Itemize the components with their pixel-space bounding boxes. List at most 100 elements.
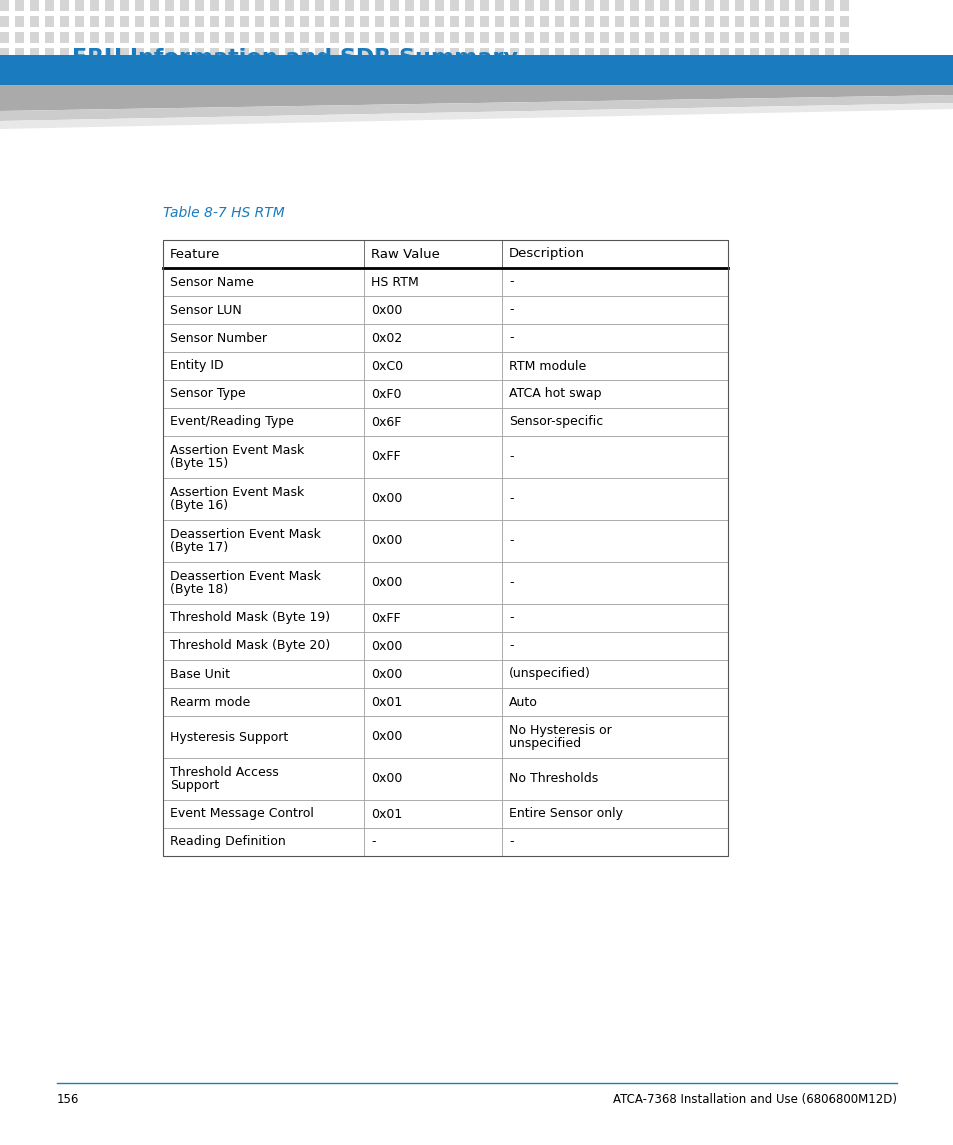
Text: Event/Reading Type: Event/Reading Type [170, 416, 294, 428]
Text: -: - [509, 576, 513, 590]
Bar [435, 0, 443, 11]
Bar [165, 64, 173, 76]
Bar [824, 64, 833, 76]
Bar [330, 64, 338, 76]
Bar [314, 0, 324, 11]
Bar [363, 562, 501, 605]
Bar [824, 48, 833, 60]
Text: 0x00: 0x00 [371, 640, 402, 653]
Text: Threshold Access: Threshold Access [170, 766, 278, 779]
Bar [60, 32, 69, 44]
Bar [120, 48, 129, 60]
Bar [501, 632, 727, 660]
Text: unspecified: unspecified [509, 737, 580, 750]
Bar [105, 16, 113, 27]
Bar [163, 758, 363, 800]
Bar [615, 0, 623, 11]
Bar [45, 64, 54, 76]
Bar [363, 408, 501, 436]
Bar [495, 32, 503, 44]
Bar [314, 64, 324, 76]
Bar [524, 0, 534, 11]
Bar [510, 16, 518, 27]
Bar [390, 16, 398, 27]
Bar [30, 16, 39, 27]
Bar [675, 32, 683, 44]
Bar [254, 16, 264, 27]
Bar [569, 48, 578, 60]
Bar [840, 32, 848, 44]
Bar [809, 48, 818, 60]
Bar [584, 32, 594, 44]
Bar [60, 0, 69, 11]
Bar [405, 48, 414, 60]
Bar [501, 716, 727, 758]
Bar [90, 32, 99, 44]
Bar [479, 32, 489, 44]
Bar [809, 16, 818, 27]
Bar [689, 64, 699, 76]
Text: Raw Value: Raw Value [371, 247, 439, 261]
Text: Auto: Auto [509, 695, 537, 709]
Bar [363, 605, 501, 632]
Text: No Hysteresis or: No Hysteresis or [509, 724, 611, 737]
Bar [363, 268, 501, 297]
Bar [330, 0, 338, 11]
Bar [464, 16, 474, 27]
Bar [405, 0, 414, 11]
Bar [163, 660, 363, 688]
Bar [501, 240, 727, 268]
Bar [90, 0, 99, 11]
Text: RTM module: RTM module [509, 360, 586, 372]
Bar [809, 32, 818, 44]
Bar [419, 48, 429, 60]
Bar [194, 64, 204, 76]
Bar [390, 32, 398, 44]
Bar [764, 16, 773, 27]
Bar [90, 64, 99, 76]
Bar [659, 16, 668, 27]
Bar [163, 716, 363, 758]
Bar [345, 64, 354, 76]
Bar [165, 48, 173, 60]
Bar [359, 0, 369, 11]
Bar [659, 0, 668, 11]
Bar [150, 48, 159, 60]
Text: -: - [509, 450, 513, 464]
Text: -: - [509, 332, 513, 345]
Bar [0, 64, 9, 76]
Bar [299, 32, 309, 44]
Bar [501, 800, 727, 828]
Bar [495, 64, 503, 76]
Text: -: - [509, 836, 513, 848]
Bar [629, 16, 639, 27]
Bar [165, 0, 173, 11]
Bar [675, 48, 683, 60]
Bar [363, 477, 501, 520]
Bar [749, 48, 759, 60]
Bar [165, 16, 173, 27]
Bar [734, 32, 743, 44]
Text: 0xFF: 0xFF [371, 611, 400, 624]
Bar [194, 48, 204, 60]
Bar [163, 268, 363, 297]
Text: Table 8-7 HS RTM: Table 8-7 HS RTM [163, 206, 284, 220]
Bar [163, 477, 363, 520]
Text: Base Unit: Base Unit [170, 668, 230, 680]
Bar [675, 16, 683, 27]
Bar [90, 16, 99, 27]
Bar [135, 0, 144, 11]
Bar [359, 16, 369, 27]
Bar [363, 632, 501, 660]
Bar [210, 16, 219, 27]
Bar [501, 380, 727, 408]
Text: Rearm mode: Rearm mode [170, 695, 250, 709]
Text: Sensor Name: Sensor Name [170, 276, 253, 289]
Bar [163, 562, 363, 605]
Bar [285, 0, 294, 11]
Bar [555, 48, 563, 60]
Bar [314, 16, 324, 27]
Bar [120, 16, 129, 27]
Bar [644, 48, 654, 60]
Bar [840, 16, 848, 27]
